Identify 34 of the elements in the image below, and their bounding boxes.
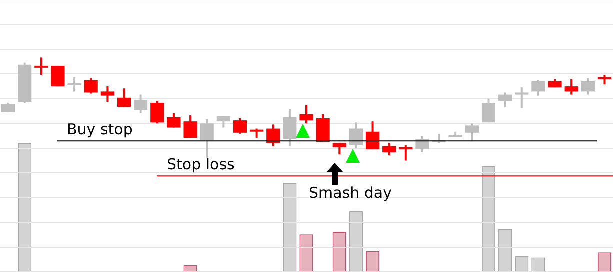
- candlestick: [465, 122, 479, 142]
- candlestick: [416, 135, 430, 154]
- candlestick: [150, 100, 164, 125]
- candlestick: [366, 120, 380, 150]
- candlestick: [34, 56, 48, 76]
- candlestick: [300, 104, 314, 125]
- candlestick: [564, 78, 578, 96]
- candlestick: [598, 74, 612, 86]
- candlestick: [581, 77, 595, 96]
- candlestick: [266, 124, 280, 148]
- candlestick: [250, 128, 264, 140]
- candlestick: [117, 88, 132, 108]
- candlestick: [100, 86, 114, 103]
- candlestick: [382, 142, 396, 157]
- candlestick: [532, 79, 546, 97]
- annotation: Smash day: [309, 184, 392, 202]
- candlestick: [84, 77, 98, 95]
- candlestick: [283, 108, 297, 148]
- candlestick: [316, 113, 330, 144]
- ref-line-label: Buy stop: [67, 120, 133, 139]
- candlestick: [399, 144, 413, 162]
- candlestick: [68, 76, 82, 93]
- candlestick: [233, 117, 248, 135]
- candlestick: [482, 98, 496, 124]
- candlestick: [349, 122, 363, 150]
- candlestick: [1, 102, 16, 114]
- candlestick: [134, 94, 148, 114]
- candlestick: [332, 142, 346, 156]
- candlestick: [184, 114, 198, 140]
- ref-line-label: Stop loss: [167, 156, 236, 174]
- candlestick: [200, 118, 214, 160]
- candlestick: [498, 92, 512, 108]
- candlestick: [167, 112, 181, 129]
- candlestick: [515, 86, 529, 110]
